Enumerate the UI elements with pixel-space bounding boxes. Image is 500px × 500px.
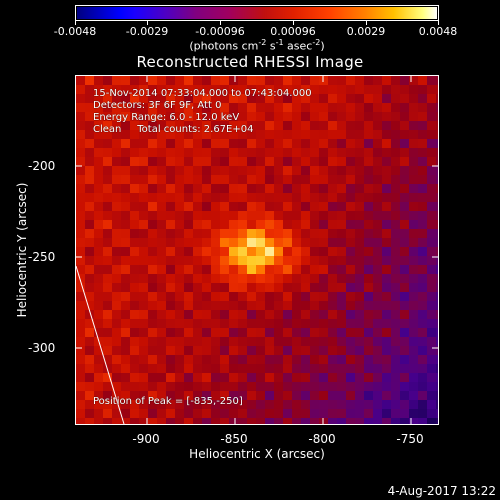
- colorbar-tick-label: -0.00096: [195, 25, 245, 38]
- x-axis-label: Heliocentric X (arcsec): [189, 447, 325, 461]
- y-tick-label: -250: [28, 250, 56, 264]
- colorbar-tick-label: -0.0048: [53, 25, 97, 38]
- peak-position-annotation: Position of Peak = [-835,-250]: [93, 396, 243, 407]
- y-tick-label: -300: [28, 341, 56, 355]
- x-tick-label: -800: [308, 432, 336, 446]
- rhessi-image-canvas: [76, 76, 438, 424]
- colorbar: [75, 5, 439, 21]
- colorbar-units: (photons cm-2 s-1 asec-2): [189, 38, 325, 53]
- x-tick-label: -850: [220, 432, 248, 446]
- energy-annotation: Energy Range: 6.0 - 12.0 keV: [93, 112, 240, 123]
- detectors-annotation: Detectors: 3F 6F 9F, Att 0: [93, 100, 222, 111]
- colorbar-tick-label: 0.0029: [346, 25, 386, 38]
- colorbar-tick-label: 0.0048: [418, 25, 458, 38]
- clean-annotation: Clean Total counts: 2.67E+04: [93, 124, 254, 135]
- colorbar-tick-label: -0.0029: [125, 25, 169, 38]
- solar-limb-line: [76, 265, 125, 424]
- time-range-annotation: 15-Nov-2014 07:33:04.000 to 07:43:04.000: [93, 88, 312, 99]
- image-pixels: [76, 76, 438, 424]
- rhessi-image-plot: 15-Nov-2014 07:33:04.000 to 07:43:04.000…: [75, 75, 439, 425]
- x-tick-label: -750: [396, 432, 424, 446]
- date-stamp: 4-Aug-2017 13:22: [387, 484, 496, 498]
- colorbar-tick-label: 0.00096: [270, 25, 316, 38]
- colorbar-gradient: [77, 7, 437, 19]
- x-tick-label: -900: [132, 432, 160, 446]
- y-tick-label: -200: [28, 159, 56, 173]
- y-axis-label: Heliocentric Y (arcsec): [15, 182, 29, 318]
- image-title: Reconstructed RHESSI Image: [136, 53, 364, 71]
